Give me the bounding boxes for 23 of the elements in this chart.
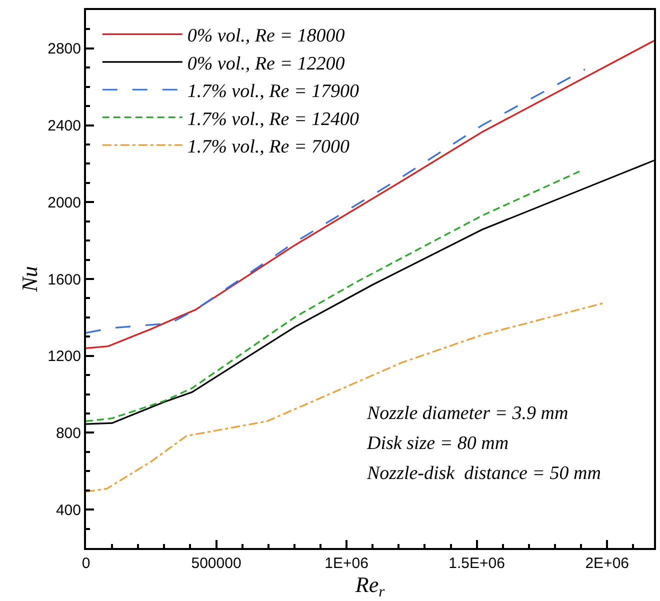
legend-label: 0% vol., Re = 12200: [187, 53, 346, 74]
x-tick-label: 0: [82, 555, 90, 572]
y-axis-title: Nu: [16, 266, 42, 293]
x-tick-label: 1E+06: [324, 555, 368, 572]
legend-label: 1.7% vol., Re = 12400: [187, 108, 360, 130]
x-tick-label: 1.5E+06: [448, 555, 505, 572]
y-tick-label: 1600: [48, 271, 81, 288]
annotation: Nozzle-disk distance = 50 mm: [366, 463, 601, 484]
annotation: Nozzle diameter = 3.9 mm: [366, 403, 568, 424]
annotation: Disk size = 80 mm: [366, 433, 509, 454]
line-series: [86, 170, 580, 422]
x-tick-label: 500000: [191, 555, 242, 572]
y-tick-label: 2400: [48, 118, 81, 135]
y-tick-label: 400: [56, 502, 81, 519]
y-tick-label: 1200: [48, 348, 81, 366]
legend-label: 1.7% vol., Re = 7000: [187, 136, 350, 158]
x-axis-title: Re$_{r}$: [354, 572, 386, 601]
y-tick-label: 800: [56, 424, 81, 442]
y-tick-label: 2800: [48, 40, 81, 58]
legend-label: 0% vol., Re = 18000: [187, 26, 346, 47]
y-tick-label: 2000: [48, 194, 81, 212]
legend-label: 1.7% vol., Re = 17900: [187, 81, 360, 102]
x-tick-label: 2E+06: [585, 555, 629, 572]
